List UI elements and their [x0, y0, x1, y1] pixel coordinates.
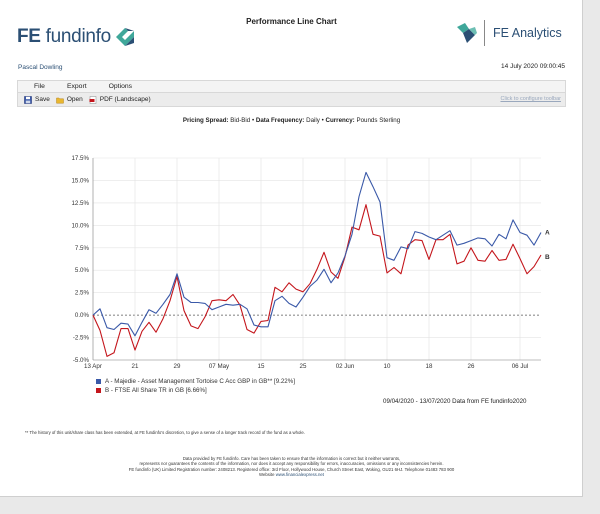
fe-analytics-logo-icon [457, 23, 477, 43]
series-a-line [92, 171, 542, 337]
chart-legend: A - Majedie - Asset Management Tortoise … [96, 377, 295, 395]
menu-export[interactable]: Export [66, 83, 87, 90]
x-tick-label: 29 [174, 363, 181, 370]
disclaimer-line-4: Website www.financialexpress.net [259, 472, 324, 478]
legend-item-b: B - FTSE All Share TR in GB [6.66%] [96, 386, 295, 395]
configure-toolbar-link[interactable]: Click to configure toolbar [500, 96, 561, 102]
save-icon [24, 95, 32, 104]
disclaimer-line-1: Data provided by FE fundinfo. Care has b… [182, 456, 401, 461]
x-tick-label: 26 [468, 363, 475, 370]
y-tick-label: 17.5% [71, 155, 89, 162]
disclaimer-line-3: FE fundinfo (UK) Limited Registration nu… [128, 466, 455, 472]
date-range: 09/04/2020 - 13/07/2020 Data from FE fun… [383, 398, 527, 405]
series-a-end-label: A [545, 230, 550, 237]
x-tick-label: 07 May [209, 363, 230, 370]
menu-file[interactable]: File [34, 83, 45, 90]
series-b-line [92, 204, 542, 357]
x-tick-label: 15 [258, 363, 265, 370]
report-datetime: 14 July 2020 09:00:45 [501, 63, 565, 70]
page-title: Performance Line Chart [246, 17, 337, 26]
y-tick-label: 2.5% [75, 290, 90, 297]
logo-divider [484, 20, 485, 46]
fe-analytics-label: FE Analytics [493, 26, 562, 40]
pdf-icon [89, 95, 96, 104]
open-button[interactable]: Open [56, 96, 83, 104]
user-name[interactable]: Pascal Dowling [18, 64, 63, 71]
legend-label-b: B - FTSE All Share TR in GB [6.66%] [105, 387, 207, 394]
series-b-end-label: B [545, 254, 550, 261]
open-label: Open [66, 96, 83, 103]
save-button[interactable]: Save [24, 95, 50, 104]
menu-bar: File Export Options [17, 80, 566, 92]
x-tick-label: 25 [300, 363, 307, 370]
performance-line-chart: -5.0% -2.5% 0.0% 2.5% 5.0% 7.5% 10.0% 12.5% 15.0… [71, 155, 550, 370]
fe-analytics-logo: FE Analytics [455, 20, 562, 46]
footnote: ** The history of this unit/share class … [25, 430, 305, 435]
save-label: Save [35, 96, 50, 103]
pdf-label: PDF (Landscape) [99, 96, 151, 103]
report-page: FE fundinfo Performance Line Chart FE An… [0, 0, 583, 497]
fe-fundinfo-logo-icon [115, 28, 134, 46]
website-link[interactable]: www.financialexpress.net [275, 472, 324, 478]
fe-fundinfo-logo: FE fundinfo [17, 25, 137, 49]
y-tick-label: -2.5% [73, 335, 90, 342]
x-tick-label: 13 Apr [84, 363, 102, 370]
y-tick-label: 7.5% [75, 245, 90, 252]
folder-icon [56, 97, 64, 103]
x-tick-label: 10 [384, 363, 391, 370]
x-tick-label: 18 [426, 363, 433, 370]
legend-item-a: A - Majedie - Asset Management Tortoise … [96, 377, 295, 386]
y-tick-label: 15.0% [71, 177, 89, 184]
disclaimer-line-2: represents nor guarantees the contents o… [139, 461, 444, 467]
disclaimer: Data provided by FE fundinfo. Care has b… [0, 456, 583, 478]
x-tick-label: 02 Jun [336, 363, 355, 370]
y-tick-label: -5.0% [73, 357, 90, 364]
y-tick-label: 10.0% [71, 222, 89, 229]
legend-swatch-b [96, 388, 101, 393]
x-tick-label: 06 Jul [512, 363, 529, 370]
menu-options[interactable]: Options [108, 83, 133, 90]
pdf-landscape-button[interactable]: PDF (Landscape) [89, 95, 151, 104]
legend-swatch-a [96, 379, 101, 384]
y-tick-label: 12.5% [71, 200, 89, 207]
y-tick-label: 0.0% [75, 312, 90, 319]
toolbar: Save Open PDF (Landscape) Click to confi… [17, 92, 566, 107]
legend-label-a: A - Majedie - Asset Management Tortoise … [105, 378, 295, 385]
chart-settings-summary: Pricing Spread: Bid-Bid • Data Frequency… [182, 117, 401, 124]
x-tick-label: 21 [132, 363, 139, 370]
y-tick-label: 5.0% [75, 267, 90, 274]
